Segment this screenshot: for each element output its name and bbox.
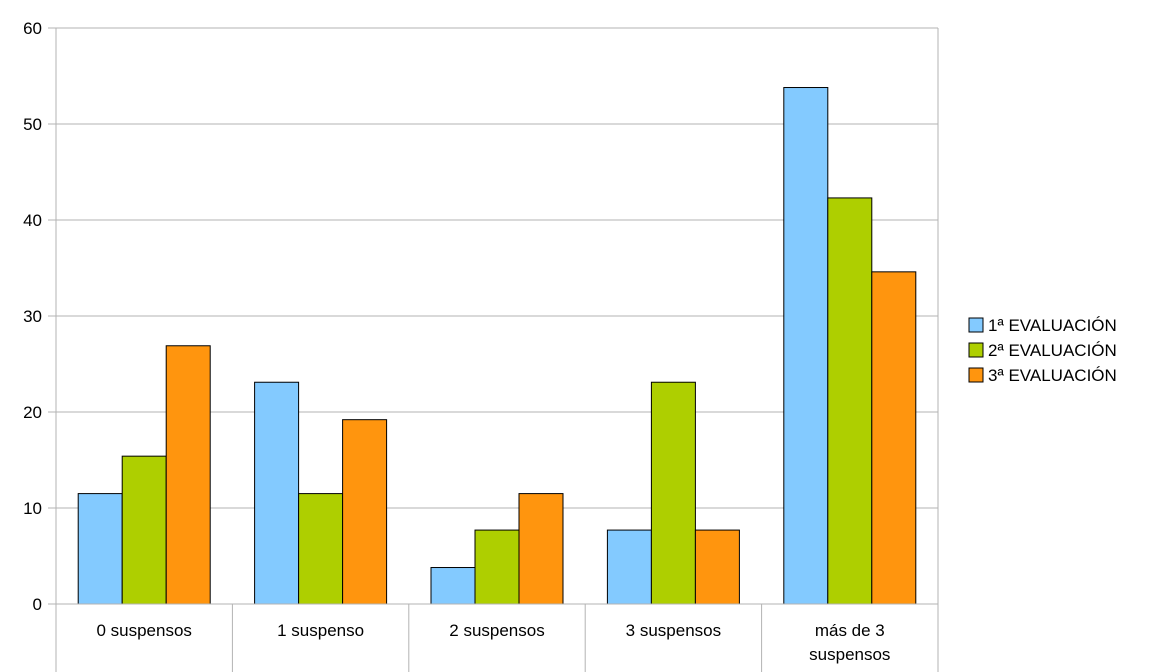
y-tick-label: 10 [23, 499, 42, 518]
y-tick-label: 50 [23, 115, 42, 134]
bar [827, 197, 873, 605]
bar [430, 567, 476, 605]
legend: 1ª EVALUACIÓN 2ª EVALUACIÓN 3ª EVALUACIÓN [968, 316, 1117, 385]
bar [298, 493, 344, 605]
legend-swatch [968, 342, 984, 358]
legend-swatch [968, 367, 984, 383]
bar [518, 493, 564, 605]
bar [342, 419, 388, 605]
bar [694, 529, 740, 605]
bar [606, 529, 652, 605]
x-tick-label: 2 suspensos [449, 621, 544, 640]
y-tick-label: 30 [23, 307, 42, 326]
legend-label: 3ª EVALUACIÓN [988, 366, 1117, 385]
y-tick-label: 20 [23, 403, 42, 422]
legend-label: 2ª EVALUACIÓN [988, 341, 1117, 360]
legend-label: 1ª EVALUACIÓN [988, 316, 1117, 335]
y-tick-label: 0 [33, 595, 42, 614]
legend-swatch [968, 317, 984, 333]
axes [55, 28, 939, 672]
bars [77, 87, 917, 605]
bar [783, 87, 829, 605]
x-tick-label: 0 suspensos [96, 621, 191, 640]
y-tick-label: 40 [23, 211, 42, 230]
bar [474, 529, 520, 605]
bar [871, 271, 917, 605]
bar [77, 493, 123, 605]
bar [165, 345, 211, 605]
y-axis-ticks: 0 10 20 30 40 50 60 [23, 19, 42, 614]
x-axis-ticks: 0 suspensos 1 suspenso 2 suspensos 3 suspen… [96, 621, 890, 664]
y-tick-label: 60 [23, 19, 42, 38]
bar [650, 381, 696, 605]
x-tick-label: 3 suspensos [626, 621, 721, 640]
bar [254, 381, 300, 605]
x-tick-label: más de 3 suspensos [809, 621, 890, 664]
x-tick-label: 1 suspenso [277, 621, 364, 640]
bar [121, 455, 167, 605]
